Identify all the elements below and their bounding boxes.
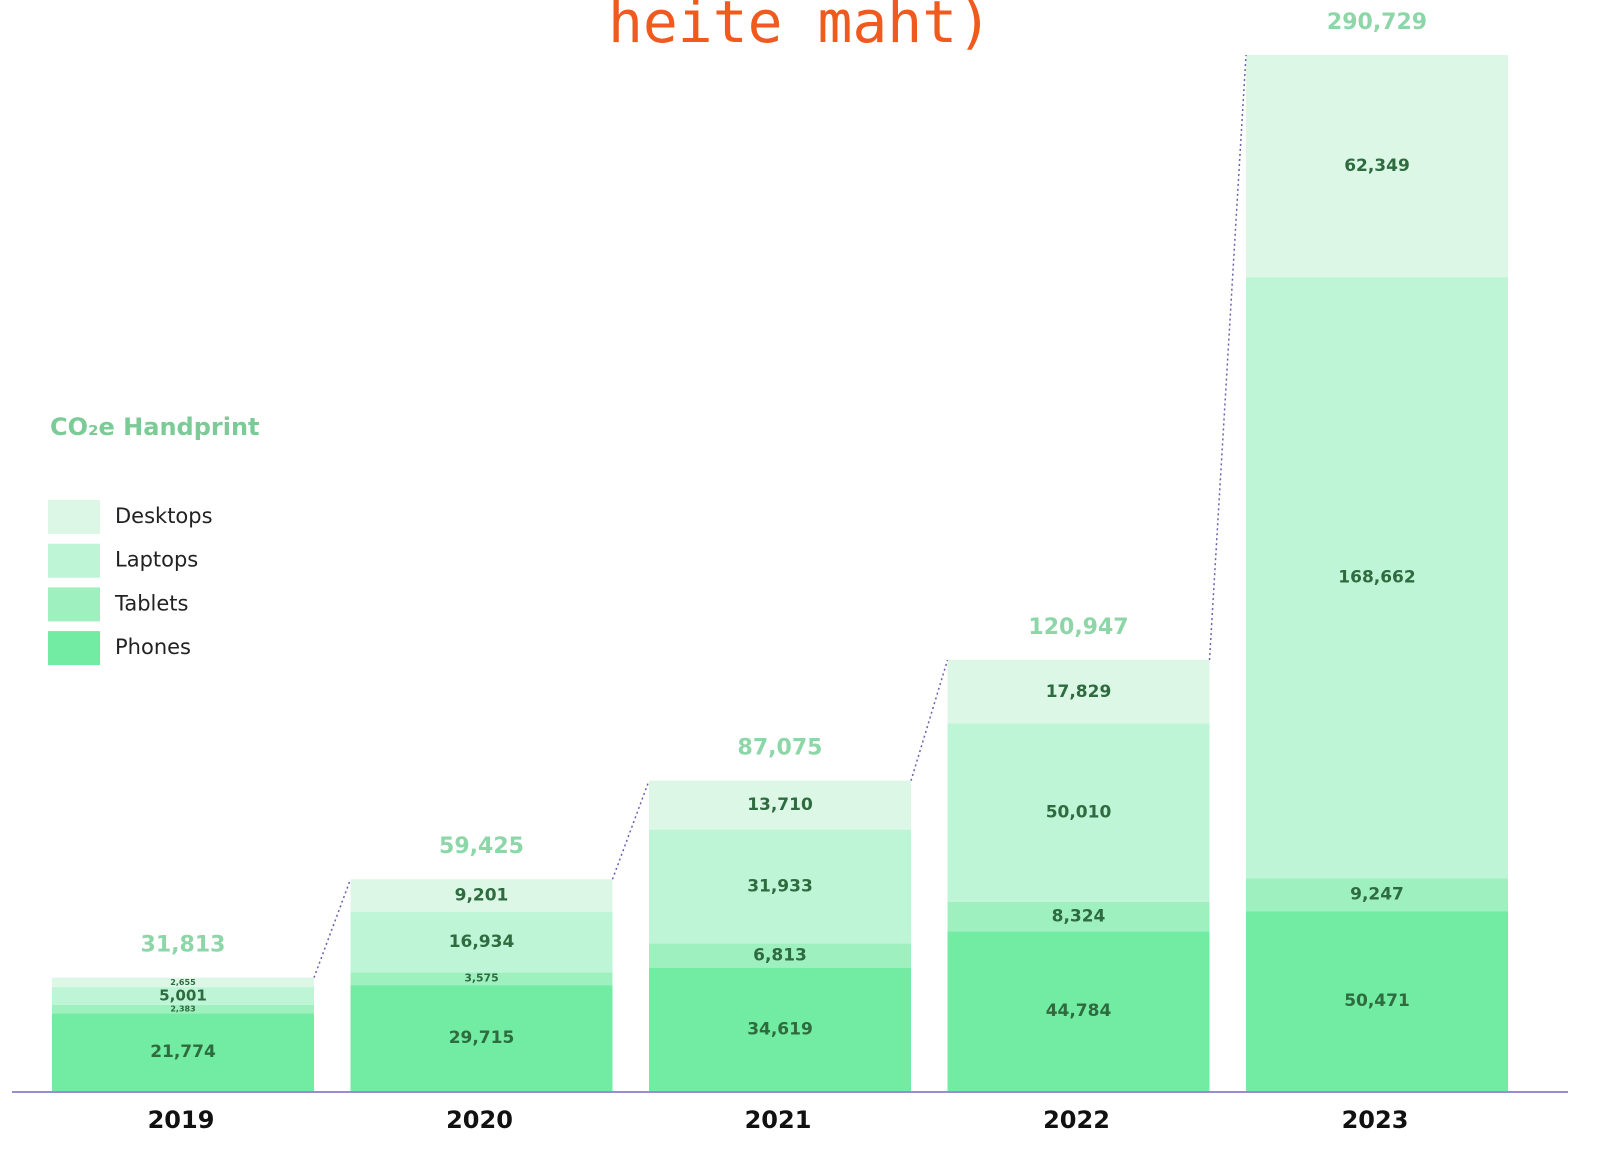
legend-label: Tablets [114,591,188,615]
bar-segment [52,987,314,1005]
value-label: 8,324 [1052,907,1106,927]
legend-swatch [48,543,100,578]
total-label: 290,729 [1327,10,1427,35]
bar-segment [52,977,314,988]
chart-title: heite maht) [608,0,992,56]
x-tick-label: 2022 [1043,1106,1110,1134]
legend-label: Phones [115,635,191,659]
total-label: 31,813 [141,933,226,958]
bar-segment [947,660,1210,724]
value-label: 16,934 [449,932,515,952]
legend-swatch [48,587,100,622]
bar-segment [947,723,1210,902]
connector [1208,54,1247,661]
value-label: 168,662 [1338,568,1415,588]
value-label: 17,829 [1046,682,1112,702]
bar-segment [1246,277,1508,879]
bar-segment [649,967,911,1091]
x-tick-label: 2019 [148,1106,215,1134]
value-label: 9,247 [1350,885,1404,905]
total-label: 59,425 [439,834,524,859]
bar-segment [350,972,613,986]
bar-segment [649,780,911,830]
legend-label: Desktops [115,504,213,528]
value-label: 13,710 [747,795,813,815]
x-tick-label: 2020 [446,1106,513,1134]
value-label: 9,201 [455,886,509,906]
value-label: 2,655 [170,978,196,987]
value-label: 34,619 [747,1019,813,1039]
legend-label: Laptops [115,548,198,572]
bar-segment [649,829,911,944]
bar-segment [649,943,911,968]
bar-segment [1246,911,1508,1091]
bar-segment [350,985,613,1091]
value-label: 3,575 [464,972,498,985]
value-label: 2,383 [170,1005,195,1014]
value-label: 31,933 [747,876,813,896]
x-tick-label: 2023 [1342,1106,1409,1134]
value-label: 62,349 [1344,156,1410,176]
value-label: 50,471 [1344,991,1410,1011]
connector [910,659,949,781]
connector [313,878,352,978]
bar-segment [350,912,613,973]
total-label: 87,075 [738,736,823,761]
bar-segment [947,931,1210,1091]
bar-segment [52,1013,314,1091]
bar-segment [1246,55,1508,278]
bar-segment [350,879,613,913]
bar-segment [947,901,1210,932]
x-tick-label: 2021 [745,1106,812,1134]
value-label: 6,813 [753,945,807,965]
legend-swatch [48,631,100,666]
value-label: 50,010 [1046,803,1112,823]
bar-segment [52,1004,314,1014]
value-label: 5,001 [159,987,207,1005]
value-label: 44,784 [1046,1001,1112,1021]
total-label: 120,947 [1028,615,1128,640]
value-label: 29,715 [449,1028,515,1048]
connector [611,780,650,880]
bar-segment [1246,878,1508,912]
value-label: 21,774 [150,1042,216,1062]
legend-swatch [48,500,100,534]
legend-title: CO₂e Handprint [50,413,260,441]
